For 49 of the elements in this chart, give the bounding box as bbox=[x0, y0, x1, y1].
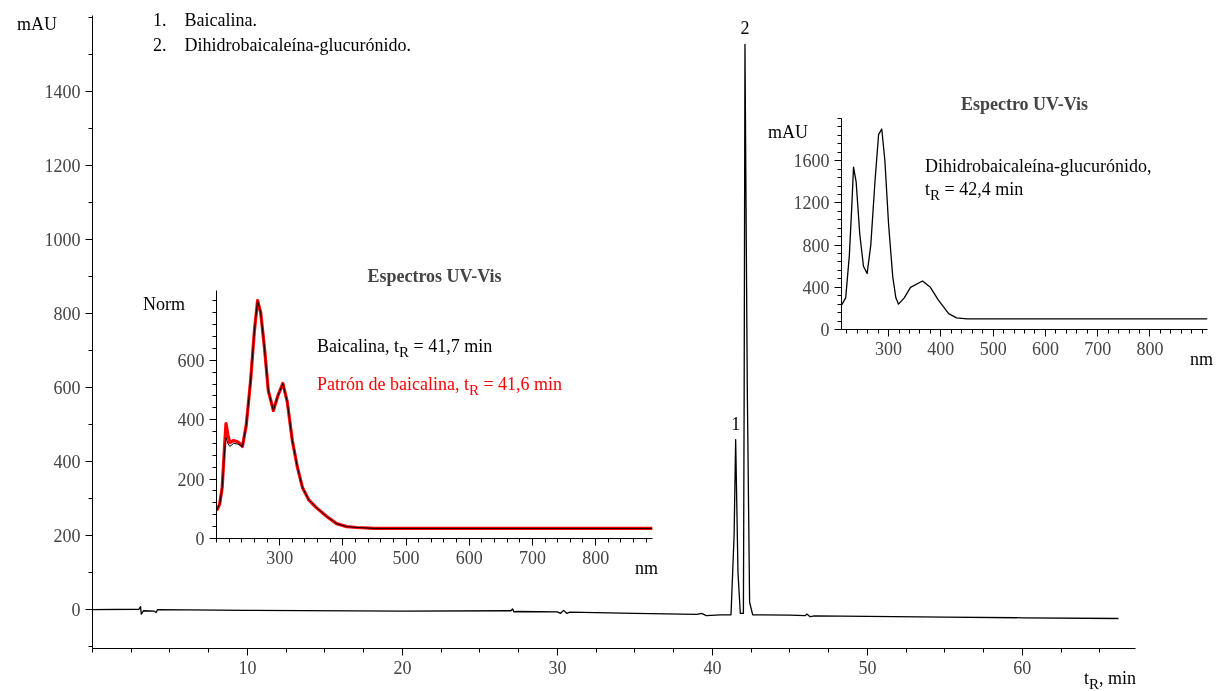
y-tick-label: 800 bbox=[802, 235, 830, 256]
x-tick-label: 800 bbox=[1136, 338, 1164, 359]
annotation: 2 bbox=[740, 18, 750, 39]
x-tick-label: 500 bbox=[392, 547, 420, 568]
y-axis-title: mAU bbox=[17, 13, 57, 36]
y-tick-label: 1400 bbox=[44, 81, 81, 102]
y-tick-label: 800 bbox=[53, 303, 81, 324]
y-axis-title: mAU bbox=[768, 121, 808, 144]
x-tick-label: 700 bbox=[1084, 338, 1112, 359]
x-tick-label: 60 bbox=[1013, 657, 1032, 678]
x-tick-label: 700 bbox=[518, 547, 546, 568]
y-tick-label: 200 bbox=[53, 526, 81, 547]
x-tick-label: 500 bbox=[979, 338, 1007, 359]
y-tick-label: 1200 bbox=[44, 155, 81, 176]
x-axis-title: nm bbox=[635, 557, 659, 580]
x-axis-title: t$_{R}$, min bbox=[1084, 667, 1137, 691]
annotation: 1. Baicalina. bbox=[153, 9, 257, 32]
y-tick-label: 0 bbox=[820, 320, 830, 340]
x-tick-label: 300 bbox=[875, 338, 903, 359]
y-tick-label: 200 bbox=[177, 469, 205, 490]
y-tick-label: 400 bbox=[177, 410, 205, 431]
x-tick-label: 50 bbox=[858, 657, 877, 678]
chart-title: Espectros UV-Vis bbox=[367, 265, 502, 286]
x-axis-title: nm bbox=[1190, 348, 1214, 371]
y-tick-label: 0 bbox=[71, 600, 81, 621]
text: Dihidrobaicaleína-glucurónido, t$_{R}$ = 42,4 min bbox=[925, 155, 1152, 205]
x-tick-label: 300 bbox=[266, 547, 294, 568]
y-tick-label: 1000 bbox=[44, 229, 81, 250]
annotation: 2. Dihidrobaicaleína-glucurónido. bbox=[153, 34, 411, 57]
x-tick-label: 800 bbox=[582, 547, 610, 568]
y-tick-label: 1600 bbox=[793, 151, 830, 172]
chart-title: Espectro UV-Vis bbox=[960, 93, 1089, 114]
x-tick-label: 600 bbox=[455, 547, 483, 568]
y-tick-label: 1200 bbox=[793, 193, 830, 214]
x-tick-label: 600 bbox=[1031, 338, 1059, 359]
y-axis-title: Norm bbox=[143, 293, 185, 316]
x-tick-label: 20 bbox=[393, 657, 412, 678]
y-tick-label: 400 bbox=[53, 452, 81, 473]
annotation: 1 bbox=[731, 413, 741, 434]
text: Baicalina, t$_{R}$ = 41,7 min bbox=[317, 335, 493, 362]
x-tick-label: 30 bbox=[548, 657, 567, 678]
x-tick-label: 400 bbox=[927, 338, 955, 359]
series-label: Patrón de baicalina, t$_{R}$ = 41,6 min bbox=[317, 373, 563, 400]
x-tick-label: 400 bbox=[329, 547, 357, 568]
y-tick-label: 0 bbox=[195, 529, 205, 549]
y-tick-label: 400 bbox=[802, 277, 830, 298]
x-tick-label: 10 bbox=[238, 657, 257, 678]
y-tick-label: 600 bbox=[53, 378, 81, 399]
x-tick-label: 40 bbox=[703, 657, 722, 678]
